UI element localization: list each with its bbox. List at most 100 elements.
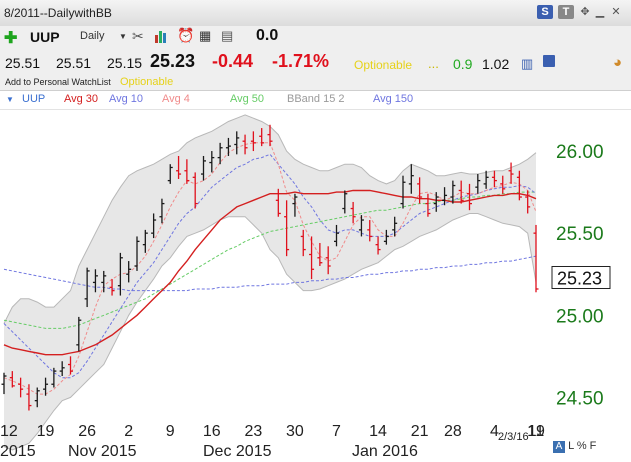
price-bar	[9, 371, 15, 388]
price-bar	[201, 155, 206, 181]
grid-icon[interactable]: ▤	[221, 28, 234, 43]
legend-item-avg-4[interactable]: Avg 4	[162, 93, 190, 105]
x-tick-label: 11	[528, 423, 545, 440]
price-bar	[217, 142, 223, 165]
t-button[interactable]: T	[558, 5, 574, 19]
price-bar	[491, 170, 497, 188]
avg-50-line	[3, 191, 536, 329]
price-bar	[92, 269, 98, 293]
price-bar	[358, 215, 364, 237]
x-tick-label: 21	[411, 423, 429, 440]
optionable-note: Optionable	[120, 76, 174, 88]
price-bar	[242, 134, 248, 155]
price-bar	[76, 316, 82, 352]
a-button[interactable]: A	[553, 441, 565, 453]
price-bar	[392, 216, 398, 237]
indicator-legend: ▼ UUP Avg 30 Avg 10 Avg 4 Avg 50 BBand 15 2 Av…	[0, 91, 631, 110]
legend-item-avg-50[interactable]: Avg 50	[230, 93, 265, 105]
price-bar	[51, 367, 57, 388]
price-bars	[1, 124, 539, 411]
add-to-watchlist-link[interactable]: Add to Personal WatchList	[5, 77, 111, 87]
price-bar	[508, 162, 514, 184]
price-bar	[342, 190, 348, 214]
price-change-pct: -1.71%	[272, 51, 330, 71]
dots-label: ...	[428, 56, 439, 71]
price-bar	[433, 192, 439, 212]
price-bar	[142, 229, 148, 253]
bollinger-band	[3, 114, 537, 451]
month-label: 2015	[0, 443, 36, 460]
bollinger-band-fill	[4, 114, 536, 450]
save-icon[interactable]	[543, 55, 555, 67]
bollinger-lower-line	[3, 213, 537, 451]
price-bar	[417, 177, 423, 204]
price-change: -0.44	[212, 51, 254, 71]
price-bar	[167, 164, 173, 184]
price-bar	[209, 151, 215, 173]
price-bar	[400, 175, 406, 209]
bar-chart-icon[interactable]	[154, 29, 168, 43]
legend-item-avg-30[interactable]: Avg 30	[64, 93, 99, 105]
legend-item-avg-150[interactable]: Avg 150	[373, 93, 414, 105]
price-bar	[250, 131, 256, 152]
price-bar	[450, 180, 456, 204]
price-bar	[34, 387, 40, 408]
close-icon[interactable]: ✕	[611, 6, 621, 18]
avg-10-line	[3, 153, 537, 379]
price-bar	[18, 377, 24, 398]
calculator-icon[interactable]: ▦	[199, 28, 212, 43]
move-icon[interactable]: ✥	[580, 6, 590, 18]
window-title: 8/2011--DailywithBB	[4, 6, 112, 20]
add-icon[interactable]: ✚	[4, 30, 18, 47]
legend-item-avg-10[interactable]: Avg 10	[109, 93, 144, 105]
price-bar	[309, 236, 315, 280]
high-price: 25.51	[56, 55, 92, 71]
last-price: 25.23	[150, 51, 196, 71]
legend-dropdown-icon[interactable]: ▼	[6, 95, 14, 104]
quote-bar: 25.51 25.51 25.15 25.23 -0.44 -1.71% Opt…	[0, 48, 631, 76]
price-bar	[500, 175, 506, 194]
price-chart[interactable]: 26.00 25.50 25.00 24.50 25.23 12 19 26 2 9 16 23 30…	[0, 110, 631, 462]
price-bar	[225, 137, 231, 156]
price-bar	[334, 224, 339, 247]
symbol-toolbar: ✚ UUP Daily ▼ ✂ ⏰ ▦ ▤ 0.0	[0, 26, 631, 48]
symbol-label[interactable]: UUP	[30, 29, 60, 45]
legend-item-uup[interactable]: UUP	[22, 93, 46, 105]
price-bar	[350, 201, 356, 224]
minimize-icon[interactable]: ▁	[595, 6, 605, 18]
price-bar	[117, 252, 123, 296]
price-bar	[483, 170, 489, 189]
price-bar	[1, 372, 7, 395]
optionable-label: Optionable	[354, 58, 413, 72]
tools-icon[interactable]: ✂	[132, 28, 144, 44]
date-label: 2/3/16	[498, 431, 529, 443]
alarm-clock-icon[interactable]: ⏰	[177, 27, 195, 43]
stat-black: 1.02	[482, 56, 510, 72]
price-bar	[176, 155, 182, 179]
y-tick-label: 24.50	[556, 388, 604, 409]
linear-log-toggle[interactable]: L % F	[568, 440, 597, 452]
price-bar	[458, 180, 464, 204]
price-bar	[525, 190, 531, 214]
note-bar: Add to Personal WatchList Optionable	[0, 76, 631, 91]
x-tick-label: 16	[203, 423, 221, 440]
y-tick-label: 25.50	[556, 224, 604, 245]
price-bar	[383, 229, 389, 245]
s-button[interactable]: S	[537, 5, 553, 19]
database-icon[interactable]: ▥	[521, 56, 534, 71]
price-bar	[425, 193, 431, 217]
x-tick-label: 19	[527, 423, 545, 440]
period-dropdown-icon[interactable]: ▼	[119, 32, 127, 41]
current-price-label: 25.23	[557, 268, 602, 288]
price-bar	[84, 267, 90, 308]
price-bar	[43, 377, 49, 396]
palette-icon[interactable]: ◕	[613, 54, 623, 71]
price-bar	[300, 229, 306, 257]
price-bar	[267, 124, 273, 147]
legend-item-bband-15-2[interactable]: BBand 15 2	[287, 93, 345, 105]
x-tick-label: 30	[286, 423, 304, 440]
price-axis: 26.00 25.50 25.00 24.50 25.23	[551, 142, 611, 409]
period-select[interactable]: Daily	[80, 30, 105, 42]
price-bar	[408, 164, 414, 194]
